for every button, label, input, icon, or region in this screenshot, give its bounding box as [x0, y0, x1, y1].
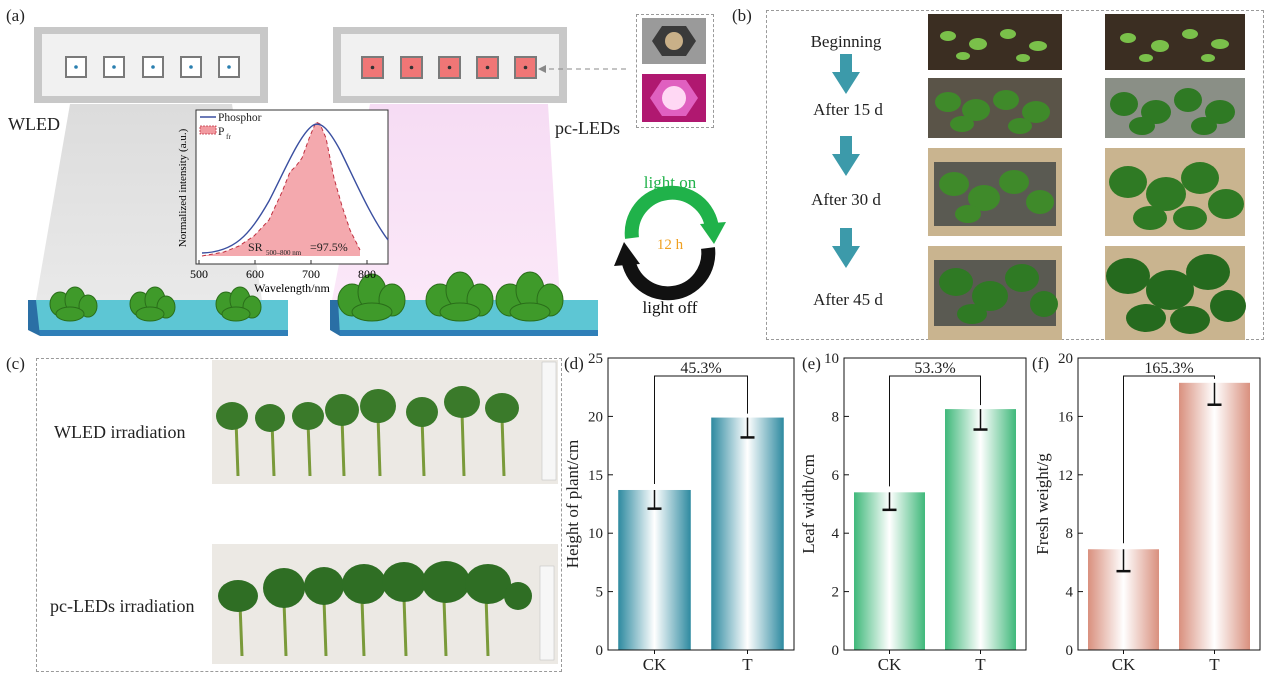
- inset-xtick-600: 600: [246, 267, 264, 281]
- pfr-spectrum-line: [201, 121, 361, 257]
- inset-xlabel: Wavelength/nm: [254, 281, 330, 295]
- chart-d: CK T 0 5 10 15 20 25 Height of plant/cm 45.3%: [563, 351, 795, 674]
- chart-e: CK T 0 2 4 6 8 10 Leaf width/cm 53.3%: [799, 351, 1027, 674]
- ytick-6: 6: [832, 468, 840, 484]
- legend-pfr-sub: fr: [226, 132, 231, 141]
- increase-annotation: 165.3%: [1144, 360, 1193, 377]
- xtick-ck: CK: [1112, 655, 1136, 674]
- inset-xtick-800: 800: [358, 267, 376, 281]
- light-cycle-diagram: light on 12 h light off: [614, 173, 726, 317]
- pcled-chips: [361, 56, 537, 79]
- pcled-light-beam: [332, 104, 560, 300]
- ytick-20: 20: [588, 409, 603, 425]
- axes-frame: [1077, 357, 1261, 651]
- light-off-arrow: [621, 247, 716, 301]
- inset-ylabel: Normalized intensity (a.u.): [177, 128, 189, 247]
- ytick-0: 0: [596, 643, 604, 659]
- ytick-8: 8: [832, 409, 840, 425]
- wled-irradiation-label: WLED irradiation: [54, 422, 186, 442]
- xtick-ck: CK: [643, 655, 667, 674]
- ytick-20: 20: [1058, 351, 1073, 367]
- axes-frame: [843, 357, 1027, 651]
- bar-ck: [854, 492, 925, 650]
- photo-pcled-harvest: [212, 544, 558, 664]
- inset-xtick-500: 500: [190, 267, 208, 281]
- ytick-10: 10: [588, 526, 603, 542]
- pcled-irradiation-label: pc-LEDs irradiation: [50, 596, 195, 616]
- ytick-2: 2: [832, 585, 840, 601]
- pfr-spectrum-fill: [202, 122, 360, 256]
- chart-f: CK T 0 4 8 12 16 20 Fresh weight/g 165.3%: [1033, 351, 1261, 674]
- ytick-4: 4: [832, 526, 840, 542]
- ytick-12: 12: [1058, 468, 1073, 484]
- significance-bracket: [1123, 375, 1215, 544]
- ytick-8: 8: [1066, 526, 1074, 542]
- increase-annotation: 53.3%: [914, 360, 955, 377]
- stage-45d: After 45 d: [813, 290, 883, 309]
- light-setup-illustration: [28, 27, 630, 336]
- legend-pfr: P: [218, 126, 224, 138]
- ytick-25: 25: [588, 351, 603, 367]
- spectrum-inset: Phosphor P fr SR 500–800 nm =97.5% 500 6…: [177, 109, 389, 295]
- significance-bracket: [654, 375, 748, 484]
- stage-arrows: [832, 54, 860, 268]
- chip-photos: [642, 18, 706, 122]
- wled-chips: [65, 56, 240, 78]
- growth-photos: [928, 14, 1246, 340]
- ytick-10: 10: [824, 351, 839, 367]
- panel-label-f: (f): [1032, 354, 1049, 373]
- ytick-15: 15: [588, 468, 603, 484]
- phosphor-spectrum-line: [201, 123, 389, 254]
- inset-xtick-700: 700: [302, 267, 320, 281]
- panel-label-e: (e): [802, 354, 821, 373]
- increase-annotation: 45.3%: [680, 360, 721, 377]
- axes-frame: [607, 357, 795, 651]
- sr-value: =97.5%: [310, 240, 348, 254]
- stage-30d: After 30 d: [811, 190, 881, 209]
- bar-ck: [618, 489, 691, 650]
- y-axis-label: Fresh weight/g: [1033, 453, 1052, 555]
- pcled-plants: [337, 271, 564, 322]
- xtick-t: T: [975, 655, 986, 674]
- panel-label-c: (c): [6, 354, 25, 373]
- stage-beginning: Beginning: [810, 32, 882, 51]
- cycle-duration: 12 h: [657, 237, 684, 253]
- ytick-4: 4: [1066, 585, 1074, 601]
- light-off-label: light off: [643, 298, 698, 317]
- xtick-t: T: [742, 655, 753, 674]
- ytick-0: 0: [1066, 643, 1074, 659]
- panel-c-frame: [36, 358, 562, 672]
- wled-plants: [49, 286, 262, 322]
- ytick-5: 5: [596, 585, 604, 601]
- panel-label-a: (a): [6, 6, 25, 25]
- xtick-t: T: [1209, 655, 1220, 674]
- sr-range: 500–800 nm: [266, 249, 302, 257]
- chip-photo-frame: [636, 14, 714, 128]
- light-on-label: light on: [644, 173, 697, 192]
- wled-label: WLED: [8, 114, 60, 134]
- bar-t: [1179, 382, 1250, 650]
- xtick-ck: CK: [878, 655, 902, 674]
- pcled-label: pc-LEDs: [555, 118, 620, 138]
- harvested-plants-photos: [212, 360, 558, 664]
- y-axis-label: Leaf width/cm: [799, 454, 818, 554]
- ytick-16: 16: [1058, 409, 1074, 425]
- light-on-arrow: [624, 185, 719, 239]
- stage-15d: After 15 d: [813, 100, 883, 119]
- bar-t: [711, 417, 784, 650]
- legend-phosphor: Phosphor: [218, 112, 262, 124]
- significance-bracket: [889, 375, 981, 487]
- y-axis-label: Height of plant/cm: [563, 440, 582, 568]
- panel-label-d: (d): [564, 354, 584, 373]
- ytick-0: 0: [832, 643, 840, 659]
- panel-label-b: (b): [732, 6, 752, 25]
- sr-label: SR: [248, 240, 263, 254]
- bar-t: [945, 409, 1016, 650]
